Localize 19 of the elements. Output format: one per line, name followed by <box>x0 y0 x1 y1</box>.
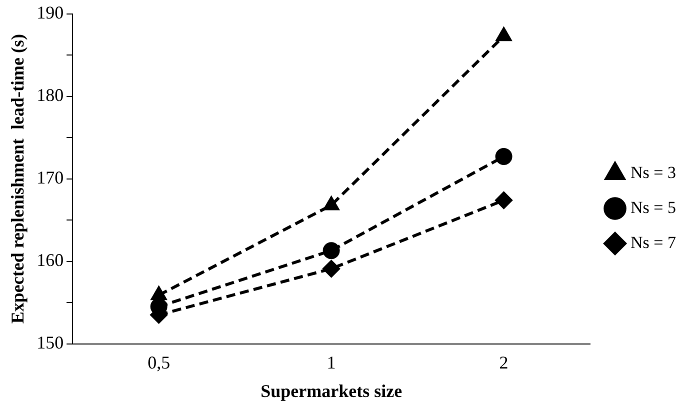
point <box>495 192 512 209</box>
point <box>322 242 340 260</box>
y-tick-label: 170 <box>36 168 64 188</box>
point <box>324 196 339 210</box>
x-tick-label: 0,5 <box>148 352 170 372</box>
y-tick-label: 150 <box>36 332 64 353</box>
point <box>495 148 512 166</box>
legend-label: Ns = 5 <box>630 198 676 217</box>
y-tick-label: 190 <box>36 2 64 23</box>
x-axis-title: Supermarkets size <box>260 380 402 401</box>
y-tick-label: 180 <box>36 85 64 106</box>
y-tick-label: 160 <box>36 250 64 270</box>
x-tick-label: 2 <box>499 352 508 372</box>
legend-label: Ns = 3 <box>630 162 676 182</box>
x-tick-label: 1 <box>326 352 336 372</box>
point <box>496 28 512 42</box>
legend-label: Ns = 7 <box>630 232 676 252</box>
point <box>322 260 340 278</box>
y-axis-title: Expected replenishment lead-time (s) <box>7 34 28 324</box>
